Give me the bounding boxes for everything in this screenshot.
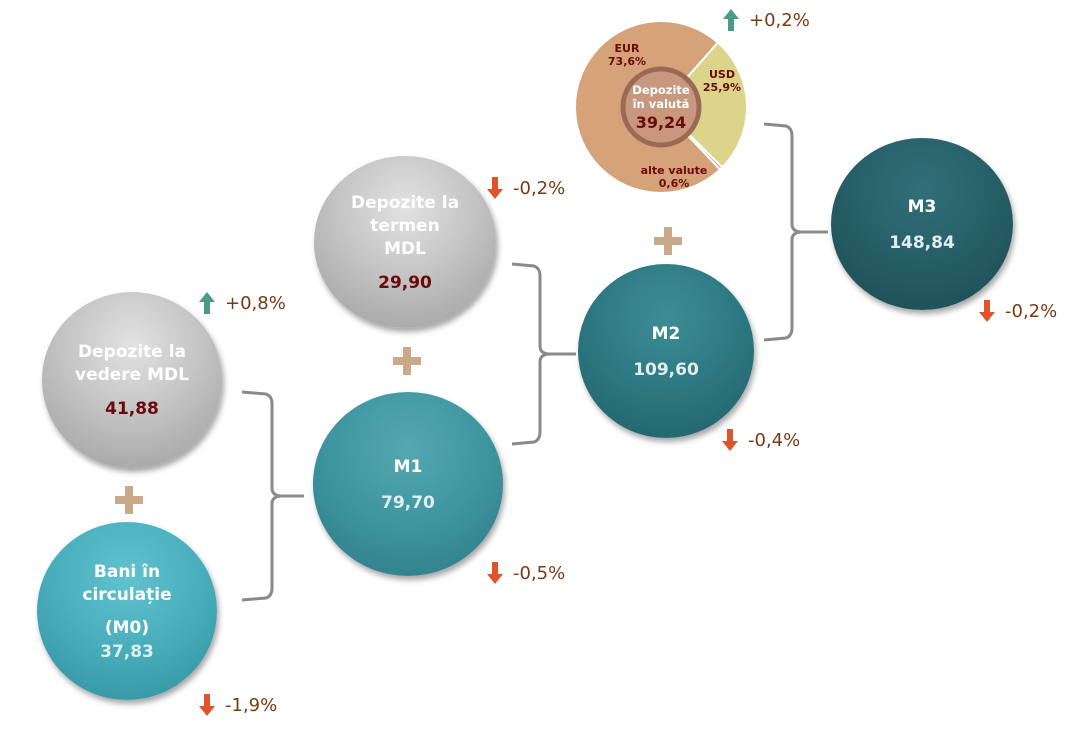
node-value: 79,70 <box>381 492 435 513</box>
change-bani-circulatie: -1,9% <box>198 693 277 717</box>
node-value: 41,88 <box>105 399 159 419</box>
node-title: Depozite la termen MDL <box>350 192 460 259</box>
bracket-m1 <box>241 390 304 602</box>
plus-icon <box>654 227 682 255</box>
plus-icon <box>393 347 421 375</box>
change-depozite-vedere: +0,8% <box>198 291 286 315</box>
node-m3: M3 148,84 <box>831 138 1013 310</box>
bracket-m2 <box>511 262 576 446</box>
node-value: 148,84 <box>889 232 955 253</box>
node-depozite-termen: Depozite la termen MDL 29,90 <box>314 156 496 328</box>
arrow-up-icon <box>723 9 739 31</box>
pie-slice-usd <box>659 41 748 169</box>
donut-center-label: Depozite în valută 39,24 <box>632 82 690 132</box>
arrow-down-icon <box>979 300 995 322</box>
bracket-m3 <box>763 122 828 342</box>
change-depozite-termen: -0,2% <box>486 176 565 200</box>
node-title: M1 <box>393 456 423 477</box>
node-value: 29,90 <box>378 272 432 293</box>
node-value: 37,83 <box>100 641 154 662</box>
arrow-down-icon <box>199 694 215 716</box>
node-subtitle: (M0) <box>104 617 150 638</box>
node-title: Depozite la vedere MDL <box>74 342 189 385</box>
change-m2: -0,4% <box>721 428 800 452</box>
arrow-down-icon <box>722 429 738 451</box>
donut-center <box>620 66 702 148</box>
node-title: M3 <box>907 196 937 217</box>
change-depozite-valuta: +0,2% <box>722 8 810 32</box>
change-m1: -0,5% <box>486 561 565 585</box>
pie-label-usd: USD 25,9% <box>702 68 742 94</box>
arrow-up-icon <box>199 292 215 314</box>
node-depozite-valuta: Depozite în valută 39,24 EUR 73,6% USD 2… <box>572 18 750 196</box>
node-title: Bani în circulație <box>82 561 172 605</box>
node-title: M2 <box>651 323 681 344</box>
change-m3: -0,2% <box>978 299 1057 323</box>
currency-donut-chart <box>574 20 748 194</box>
node-bani-circulatie: Bani în circulație (M0) 37,83 <box>37 522 217 700</box>
node-depozite-vedere: Depozite la vedere MDL 41,88 <box>42 292 222 468</box>
plus-icon <box>115 486 143 514</box>
node-m2: M2 109,60 <box>578 264 754 438</box>
arrow-down-icon <box>487 177 503 199</box>
node-m1: M1 79,70 <box>313 392 503 576</box>
arrow-down-icon <box>487 562 503 584</box>
pie-label-eur: EUR 73,6% <box>607 42 647 68</box>
pie-label-alte: alte valute 0,6% <box>640 164 708 190</box>
node-value: 109,60 <box>633 359 699 380</box>
